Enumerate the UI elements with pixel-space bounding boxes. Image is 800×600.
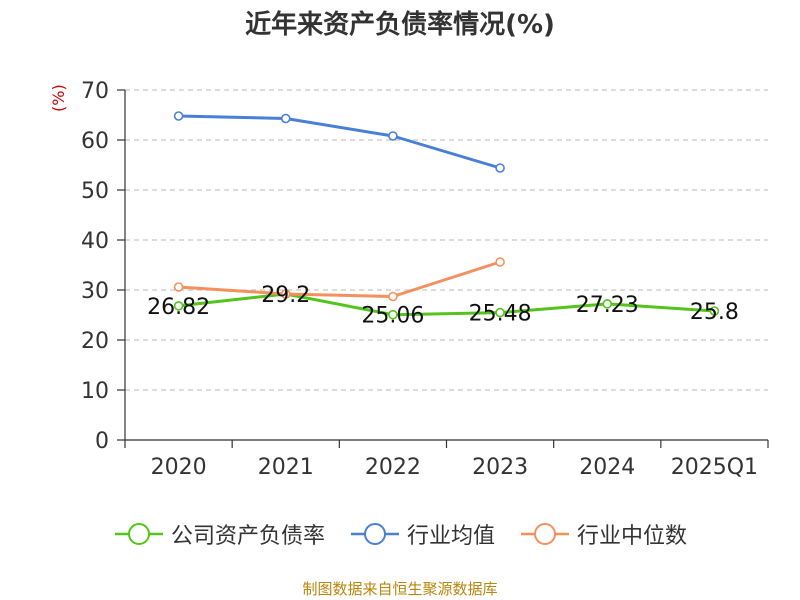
series-lines: [173, 111, 720, 320]
source-note: 制图数据来自恒生聚源数据库: [302, 580, 498, 598]
y-tick-label: 30: [81, 279, 109, 304]
legend-item: 行业中位数: [519, 518, 687, 550]
legend-swatch-icon: [114, 523, 163, 545]
data-point: [709, 306, 720, 316]
data-labels: 26.82 29.2 25.06 25.48 27.23 25.8: [147, 283, 739, 329]
series-line: [177, 260, 502, 298]
y-tick-label: 20: [81, 329, 109, 354]
series-line: [177, 292, 716, 317]
data-point: [173, 111, 184, 121]
data-point: [280, 113, 291, 124]
data-label: 25.06: [361, 304, 424, 329]
x-tick-label: 2020: [151, 455, 207, 480]
data-label: 27.23: [576, 293, 639, 318]
data-label: 25.48: [469, 302, 532, 327]
legend-label: 行业中位数: [577, 524, 688, 549]
grid-lines: [125, 89, 768, 391]
data-label: 29.2: [261, 283, 310, 308]
data-point: [495, 163, 505, 173]
data-point: [388, 309, 398, 320]
x-tick-label: 2024: [579, 455, 635, 480]
data-label: 26.82: [147, 295, 210, 320]
legend-item: 公司资产负债率: [113, 518, 325, 550]
x-tick-label: 2022: [365, 455, 421, 480]
chart-title: 近年来资产负债率情况(%): [245, 10, 555, 40]
data-point: [602, 299, 613, 309]
data-point: [495, 307, 505, 318]
series-line: [177, 114, 502, 170]
data-point: [173, 282, 184, 292]
data-point: [280, 289, 291, 299]
x-tick-label: 2021: [258, 455, 314, 480]
legend-label: 行业均值: [406, 524, 495, 549]
x-tick-label: 2025Q1: [671, 455, 758, 480]
y-tick-label: 10: [81, 379, 109, 404]
x-tick-label: 2023: [472, 455, 528, 480]
data-point: [495, 257, 505, 267]
y-tick-label: 70: [81, 79, 109, 104]
y-tick-label: 50: [81, 179, 109, 204]
data-point: [173, 301, 184, 311]
axes: 0 10 20 30 40 50 60 70 2020 2021 2022 2023 2024 2025Q…: [81, 79, 769, 480]
data-point: [388, 131, 398, 141]
legend-swatch-icon: [521, 523, 569, 545]
legend: 公司资产负债率 行业均值 行业中位数: [0, 518, 800, 550]
legend-item: 行业均值: [349, 518, 495, 550]
data-point: [388, 291, 398, 302]
y-tick-label: 60: [81, 129, 109, 154]
legend-swatch-icon: [350, 523, 399, 545]
y-tick-label: 0: [95, 429, 109, 454]
y-tick-label: 40: [81, 229, 109, 254]
legend-label: 公司资产负债率: [170, 524, 325, 549]
data-label: 25.8: [690, 300, 739, 325]
